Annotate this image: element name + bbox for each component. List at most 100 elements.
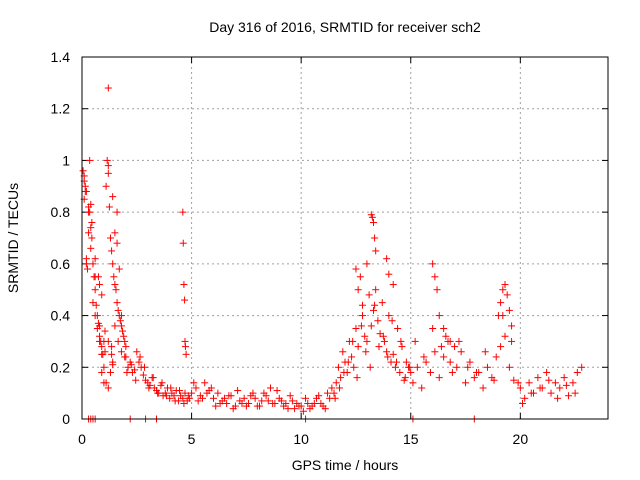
data-point [363,260,371,268]
data-point [388,317,396,325]
data-point [308,402,316,410]
data-point [240,394,248,402]
data-point [133,348,141,356]
data-point [451,343,459,351]
data-point [258,397,266,405]
data-point [571,389,579,397]
data-point [359,301,367,309]
data-point [578,363,586,371]
data-point [154,389,162,397]
data-point [304,399,312,407]
data-point [349,337,357,345]
data-point [384,353,392,361]
axis-ticks: 0 5 10 15 20 0 0.2 0.4 0.6 0.8 1 1.2 1.4 [51,49,608,447]
data-point [104,84,112,92]
data-point [420,353,428,361]
data-point [374,317,382,325]
data-point [89,260,97,268]
data-point [369,218,377,226]
data-point [82,187,90,195]
data-point [365,291,373,299]
data-point [135,358,143,366]
data-point [479,384,487,392]
data-point [115,265,123,273]
data-point [455,337,463,345]
data-point [269,399,277,407]
data-point [354,286,362,294]
data-point [225,392,233,400]
y-tick-label: 0.4 [51,308,71,324]
data-point [210,394,217,402]
data-point [207,384,215,392]
data-point [519,399,527,407]
data-point [216,399,224,407]
data-point [391,363,399,371]
data-point [499,286,507,294]
data-point [525,379,533,387]
data-point [117,348,125,356]
data-point [98,291,106,299]
data-point [113,208,121,216]
data-point [113,299,121,307]
data-point [462,379,470,387]
data-point [220,394,228,402]
data-point [383,255,391,263]
data-point [401,374,409,382]
data-point [442,332,450,340]
data-point [85,229,93,237]
data-point [547,389,555,397]
data-point [149,374,157,382]
data-point [466,358,474,366]
data-point [543,368,551,376]
data-point [238,399,246,407]
data-point [102,182,110,190]
data-point [122,353,130,361]
data-point [352,325,360,332]
data-point [334,363,342,371]
y-tick-label: 0.8 [51,204,71,220]
data-point [573,368,581,376]
data-point [104,337,112,345]
data-point [331,394,339,402]
data-point [372,286,380,294]
data-point [396,368,404,376]
data-points [79,84,586,423]
data-point [361,332,369,340]
data-point [565,392,573,400]
data-point [385,270,393,278]
data-point [435,374,443,382]
data-point [457,348,465,356]
data-point [247,392,255,400]
data-point [117,322,125,330]
data-point [337,374,345,382]
data-point [409,379,417,387]
data-point [323,389,331,397]
data-point [295,402,303,410]
data-point [348,353,356,361]
data-point [87,244,95,252]
data-point [356,273,364,281]
data-point [122,343,130,351]
data-point [448,368,456,376]
data-point [214,389,222,397]
y-tick-label: 0.2 [51,359,71,375]
data-point [140,363,148,371]
data-point [109,260,117,268]
data-point [562,381,570,389]
data-point [98,368,106,376]
data-point [114,306,122,314]
data-point [501,332,509,340]
data-point [536,384,544,392]
data-point [440,325,448,332]
x-tick-label: 0 [78,431,86,447]
data-point [375,343,383,351]
data-point [501,281,509,289]
data-point [503,291,511,299]
data-point [508,337,516,345]
data-point [136,353,144,361]
data-point [106,368,114,376]
data-point [85,208,93,216]
data-point [87,200,95,208]
data-point [446,358,454,366]
